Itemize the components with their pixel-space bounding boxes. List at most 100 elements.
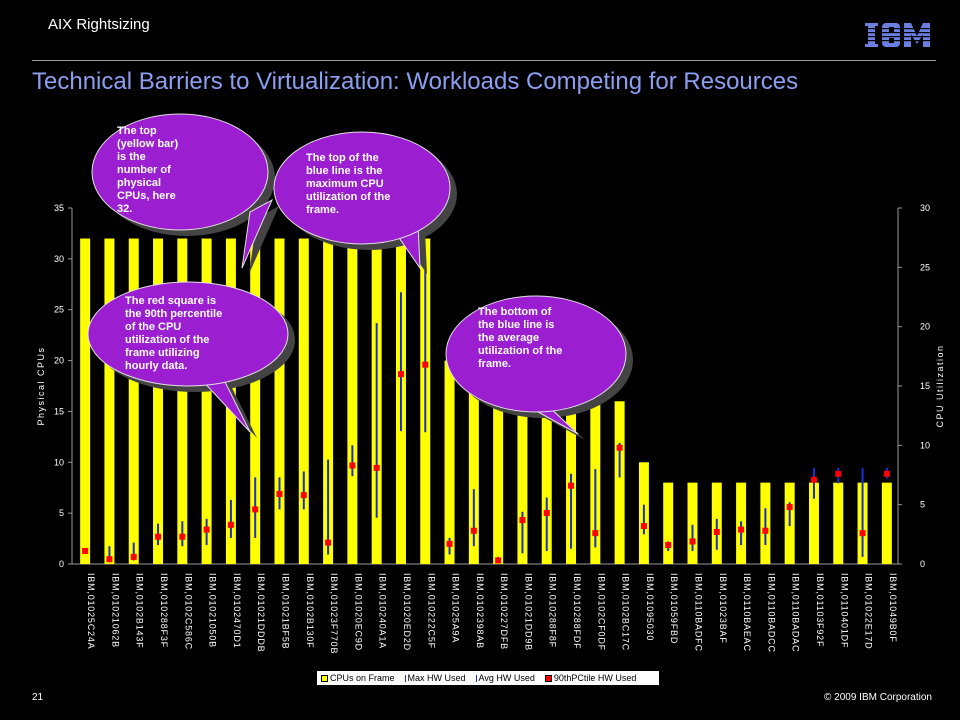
p90-marker: [786, 504, 793, 511]
y-tick-label-left: 0: [59, 559, 64, 569]
callout-text: frame utilizing: [125, 347, 200, 359]
top-label: AIX Rightsizing: [48, 16, 150, 33]
bar-cpus: [177, 238, 188, 564]
p90-marker: [640, 523, 647, 530]
bar-cpus: [468, 360, 479, 564]
legend-swatch-cpus: [321, 674, 328, 682]
header-rule: [32, 60, 936, 61]
legend-swatch-max: [404, 674, 406, 682]
y-tick-label-left: 25: [54, 305, 64, 315]
p90-marker: [349, 462, 356, 469]
p90-marker: [446, 540, 453, 547]
p90-marker: [397, 371, 404, 378]
p90-marker: [616, 444, 623, 451]
bar-cpus: [298, 238, 309, 564]
y-tick-label-left: 5: [59, 508, 64, 518]
x-tick-label: IBM,01103F92F: [815, 573, 825, 647]
bar-cpus: [444, 360, 455, 564]
legend-item-max: Max HW Used: [404, 673, 466, 683]
p90-marker: [689, 538, 696, 545]
x-tick-label: IBM,0110BADCC: [766, 573, 776, 653]
copyright: © 2009 IBM Corporation: [824, 692, 932, 703]
y-tick-label-right: 30: [920, 203, 930, 213]
bar-cpus: [808, 482, 819, 564]
y-tick-label-right: 5: [920, 500, 925, 510]
legend-item-p90: 90thPCtile HW Used: [544, 673, 636, 683]
x-tick-label: IBM,0102BC17C: [621, 573, 631, 651]
bar-cpus: [80, 238, 91, 564]
x-tick-label: IBM,01021050B: [208, 573, 218, 648]
p90-marker: [82, 547, 89, 554]
x-tick-label: IBM,010288F3F: [159, 573, 169, 648]
callout-text: the average: [478, 332, 539, 344]
x-tick-label: IBM,01020ED2D: [402, 573, 412, 651]
bar-cpus: [347, 238, 358, 564]
p90-marker: [130, 553, 137, 560]
p90-marker: [106, 556, 113, 563]
bar-cpus: [128, 238, 139, 564]
x-tick-label: IBM,01023BAF: [718, 573, 728, 644]
legend-swatch-p90: [544, 674, 552, 682]
callout-text: hourly data.: [125, 360, 187, 372]
p90-marker: [568, 482, 575, 489]
callout-tail: [241, 198, 274, 269]
x-tick-label: IBM,01021DDDB: [256, 573, 266, 652]
legend-label-avg: Avg HW Used: [478, 673, 535, 683]
x-tick-label: IBM,010227DFB: [499, 573, 509, 650]
y-tick-label-left: 30: [54, 254, 64, 264]
x-tick-label: IBM,01022E17D: [864, 573, 874, 649]
callout-text: the blue line is: [478, 319, 554, 331]
x-tick-label: IBM,01049B0F: [888, 573, 898, 643]
x-tick-label: IBM,0102CF0DF: [596, 573, 606, 651]
p90-marker: [422, 361, 429, 368]
legend-item-avg: Avg HW Used: [475, 673, 535, 683]
p90-marker: [470, 527, 477, 534]
bar-cpus: [517, 360, 528, 564]
p90-marker: [738, 526, 745, 533]
bar-cpus: [541, 360, 552, 564]
y-tick-label-left: 10: [54, 457, 64, 467]
p90-marker: [665, 542, 672, 549]
y-axis-title-right: CPU Utilization: [935, 344, 945, 427]
callout-text: frame.: [306, 204, 339, 216]
bar-cpus: [687, 482, 698, 564]
bar-cpus: [493, 360, 504, 564]
page-title: Technical Barriers to Virtualization: Wo…: [32, 68, 799, 95]
y-tick-label-right: 0: [920, 559, 925, 569]
y-tick-label-right: 15: [920, 381, 930, 391]
y-tick-label-left: 35: [54, 203, 64, 213]
p90-marker: [592, 530, 599, 537]
bar-cpus: [201, 238, 212, 564]
callout-text: The top: [117, 125, 157, 137]
x-tick-label: IBM,0110BADFC: [694, 573, 704, 652]
callout-bubble: [273, 131, 451, 245]
p90-marker: [810, 476, 817, 483]
callout-text: utilization of the: [478, 345, 562, 357]
p90-marker: [155, 533, 162, 540]
x-tick-label: IBM,0102470D1: [232, 573, 242, 648]
p90-marker: [762, 527, 769, 534]
callout-text: the 90th percentile: [125, 308, 222, 320]
x-tick-label: IBM,01020EC9D: [353, 573, 363, 651]
bar-cpus: [250, 238, 261, 564]
x-tick-label: IBM,0110BAEAC: [742, 573, 752, 652]
callout-text: 32.: [117, 203, 132, 215]
bar-cpus: [153, 238, 164, 564]
bar-cpus: [663, 482, 674, 564]
callout-text: number of: [117, 164, 171, 176]
legend-label-max: Max HW Used: [407, 673, 466, 683]
callout-bubble: [445, 295, 627, 413]
callout-bubble: [91, 113, 269, 231]
callout-text: The bottom of: [478, 306, 552, 318]
bar-cpus: [323, 238, 334, 564]
x-tick-label: IBM,01021062B: [110, 573, 120, 648]
callout-text: utilization of the: [125, 334, 209, 346]
x-tick-label: IBM,010288FDF: [572, 573, 582, 649]
callout-text: frame.: [478, 358, 511, 370]
callout-text: physical: [117, 177, 161, 189]
p90-marker: [835, 470, 842, 477]
callout-text: The red square is: [125, 295, 216, 307]
x-tick-label: IBM,01025A9A: [451, 573, 461, 643]
callout-text: is the: [117, 151, 146, 163]
x-tick-label: IBM,01021BF5B: [281, 573, 291, 649]
